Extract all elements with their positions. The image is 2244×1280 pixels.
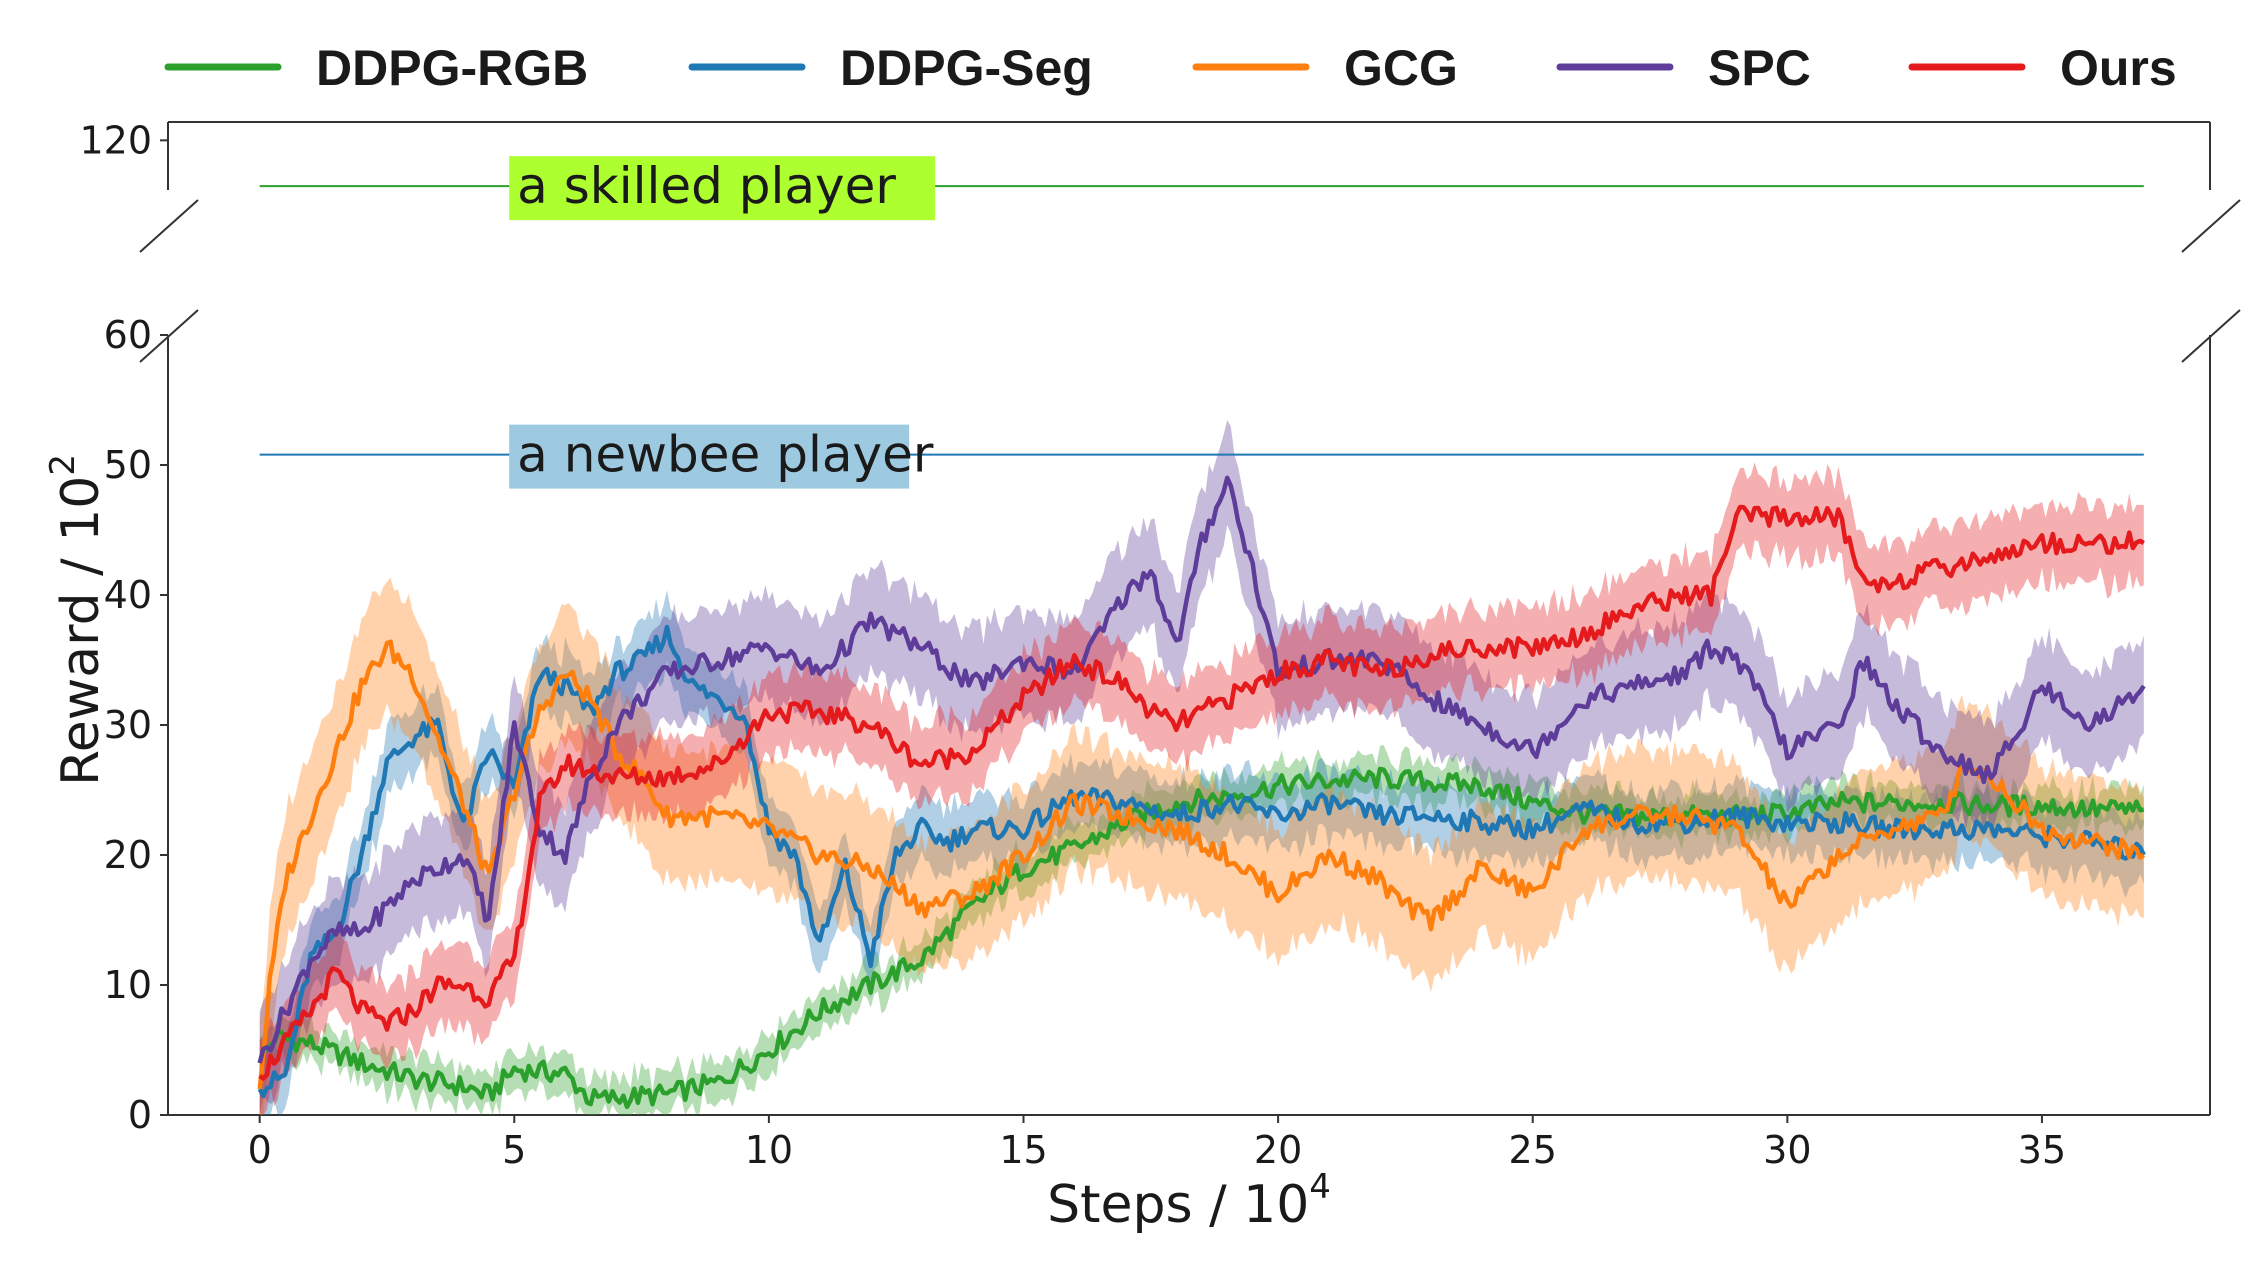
series-line-ddpg-rgb [257,766,2145,1110]
legend-label-gcg: GCG [1344,40,1458,96]
series-band-ddpg-seg [259,590,2144,1115]
legend: DDPG-RGB DDPG-Seg GCG SPC Ours [164,40,2177,96]
reference-label: a newbee player [517,426,934,484]
upper-panel: 120 [79,118,2241,253]
y-tick-label: 10 [104,963,152,1007]
lower-panel: 0 5 10 15 20 25 30 35 0 10 20 30 40 50 60 [104,309,2241,1172]
y-tick-label: 40 [104,573,152,617]
x-tick-label: 30 [1763,1128,1811,1172]
y-tick-label: 0 [128,1093,152,1137]
y-axis-title: Reward / 102 [43,454,111,786]
x-tick-label: 10 [745,1128,793,1172]
x-tick-label: 5 [502,1128,526,1172]
y-tick-label: 50 [104,443,152,487]
x-tick-label: 25 [1509,1128,1557,1172]
reference-label-box [509,156,936,221]
legend-label-ours: Ours [2060,40,2177,96]
x-tick-label: 15 [999,1128,1047,1172]
legend-label-spc: SPC [1708,40,1811,96]
break-mark-upper-left [139,199,199,253]
break-mark-lower-right [2181,309,2241,363]
legend-label-ddpg-seg: DDPG-Seg [840,40,1093,96]
y-tick-label: 120 [79,118,152,162]
reference-label-box [509,424,910,489]
series-line-ours [258,504,2145,1081]
series-band-spc [259,420,2144,1116]
x-axis-title: Steps / 104 [1047,1167,1331,1235]
reference-lines: a skilled player a newbee player [259,156,2144,489]
series-band-ours [259,462,2144,1115]
y-tick-label: 30 [104,703,152,747]
x-tick-label: 20 [1254,1128,1302,1172]
series-line-ddpg-seg [257,624,2146,1099]
legend-label-ddpg-rgb: DDPG-RGB [316,40,588,96]
x-tick-label: 0 [248,1128,272,1172]
x-tick-label: 35 [2018,1128,2066,1172]
series-line-gcg [257,639,2146,1090]
reference-label: a skilled player [517,157,896,215]
series-line-spc [257,475,2146,1064]
y-tick-label: 20 [104,833,152,877]
y-tick-label: 60 [104,313,152,357]
break-mark-upper-right [2181,199,2241,253]
break-mark-lower-left [139,309,199,363]
